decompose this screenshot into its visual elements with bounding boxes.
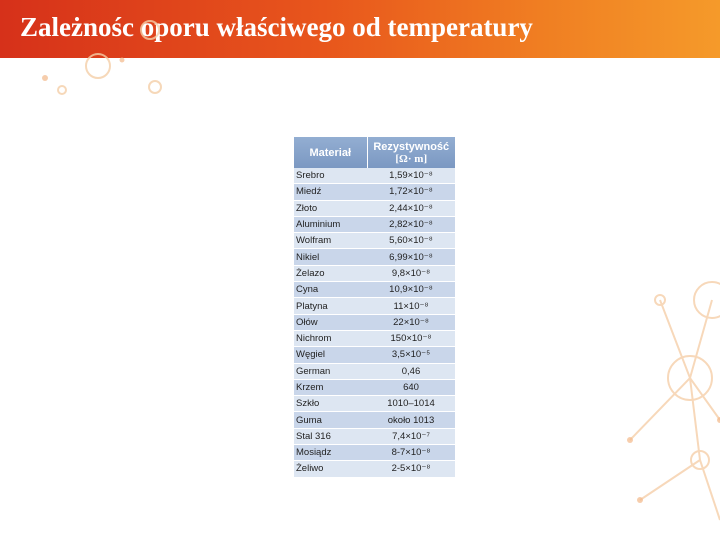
table-row: Węgiel 3,5×10⁻⁵ xyxy=(294,346,455,364)
title-bar xyxy=(0,0,720,58)
resistivity-cell: 640 xyxy=(367,379,455,397)
material-cell: Platyna xyxy=(294,297,367,315)
resistivity-table: Materiał Rezystywność [Ω· m] Srebro 1,59×… xyxy=(294,137,455,478)
resistivity-cell: około 1013 xyxy=(367,411,455,429)
material-cell: Krzem xyxy=(294,379,367,397)
resistivity-cell: 9,8×10⁻⁸ xyxy=(367,265,455,283)
material-cell: Szkło xyxy=(294,395,367,413)
resistivity-cell: 2,82×10⁻⁸ xyxy=(367,216,455,234)
table-row: Guma około 1013 xyxy=(294,411,455,429)
material-cell: Żelazo xyxy=(294,265,367,283)
resistivity-cell: 150×10⁻⁸ xyxy=(367,330,455,348)
table-row: Wolfram 5,60×10⁻⁸ xyxy=(294,232,455,250)
table-row: Szkło 1010–1014 xyxy=(294,395,455,413)
resistivity-cell: 1,72×10⁻⁸ xyxy=(367,183,455,201)
table-row: Platyna 11×10⁻⁸ xyxy=(294,297,455,315)
table-row: Miedź 1,72×10⁻⁸ xyxy=(294,183,455,201)
resistivity-cell: 7,4×10⁻⁷ xyxy=(367,428,455,446)
header-resistivity: Rezystywność [Ω· m] xyxy=(367,137,455,168)
material-cell: German xyxy=(294,363,367,380)
material-cell: Złoto xyxy=(294,200,367,217)
table-header-row: Materiał Rezystywność [Ω· m] xyxy=(294,137,455,168)
resistivity-cell: 3,5×10⁻⁵ xyxy=(367,346,455,364)
material-cell: Srebro xyxy=(294,168,367,185)
resistivity-cell: 2-5×10⁻⁸ xyxy=(367,460,455,478)
table-row: Cyna 10,9×10⁻⁸ xyxy=(294,281,455,299)
table-row: Nikiel 6,99×10⁻⁸ xyxy=(294,248,455,266)
resistivity-cell: 22×10⁻⁸ xyxy=(367,314,455,331)
material-cell: Żeliwo xyxy=(294,460,367,478)
material-cell: Cyna xyxy=(294,281,367,299)
table-row: Żelazo 9,8×10⁻⁸ xyxy=(294,265,455,283)
resistivity-cell: 5,60×10⁻⁸ xyxy=(367,232,455,250)
table-row: Żeliwo 2-5×10⁻⁸ xyxy=(294,460,455,478)
header-resistivity-unit: [Ω· m] xyxy=(395,152,428,165)
resistivity-cell: 1010–1014 xyxy=(367,395,455,413)
material-cell: Mosiądz xyxy=(294,444,367,462)
material-cell: Węgiel xyxy=(294,346,367,364)
table-row: Ołów 22×10⁻⁸ xyxy=(294,314,455,331)
material-cell: Wolfram xyxy=(294,232,367,250)
material-cell: Miedź xyxy=(294,183,367,201)
resistivity-cell: 6,99×10⁻⁸ xyxy=(367,248,455,266)
material-cell: Aluminium xyxy=(294,216,367,234)
resistivity-cell: 0,46 xyxy=(367,363,455,380)
table-row: Srebro 1,59×10⁻⁸ xyxy=(294,168,455,185)
table-row: Aluminium 2,82×10⁻⁸ xyxy=(294,216,455,234)
header-resistivity-label: Rezystywność xyxy=(373,140,450,153)
table-row: Nichrom 150×10⁻⁸ xyxy=(294,330,455,348)
material-cell: Ołów xyxy=(294,314,367,331)
resistivity-cell: 2,44×10⁻⁸ xyxy=(367,200,455,217)
table-row: Stal 316 7,4×10⁻⁷ xyxy=(294,428,455,446)
header-material: Materiał xyxy=(294,137,368,168)
resistivity-cell: 1,59×10⁻⁸ xyxy=(367,168,455,185)
resistivity-cell: 10,9×10⁻⁸ xyxy=(367,281,455,299)
resistivity-cell: 11×10⁻⁸ xyxy=(367,297,455,315)
material-cell: Stal 316 xyxy=(294,428,367,446)
material-cell: Nikiel xyxy=(294,248,367,266)
table-row: Krzem 640 xyxy=(294,379,455,397)
table-row: German 0,46 xyxy=(294,363,455,380)
resistivity-cell: 8-7×10⁻⁸ xyxy=(367,444,455,462)
slide-title: Zależnośc oporu właściwego od temperatur… xyxy=(20,12,533,42)
table-row: Złoto 2,44×10⁻⁸ xyxy=(294,200,455,217)
material-cell: Nichrom xyxy=(294,330,367,348)
table-row: Mosiądz 8-7×10⁻⁸ xyxy=(294,444,455,462)
material-cell: Guma xyxy=(294,411,367,429)
